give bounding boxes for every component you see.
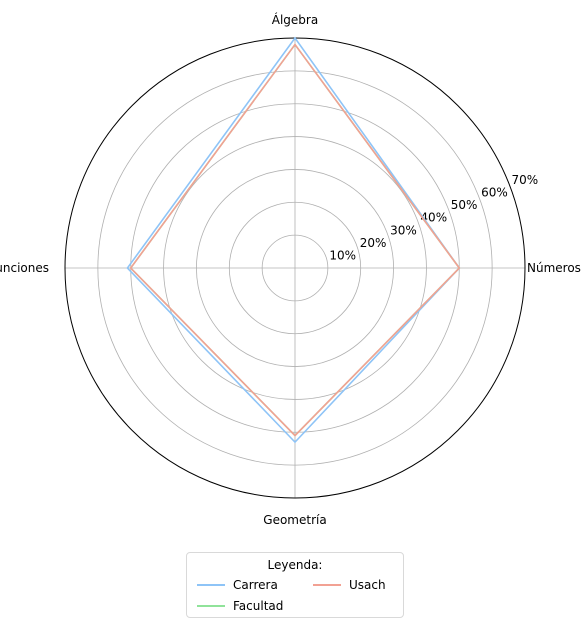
axis-label-4: Geometría	[263, 513, 326, 527]
legend-label-facultad: Facultad	[233, 599, 283, 613]
legend-entry-facultad: Facultad	[197, 599, 283, 613]
legend-swatch-usach	[313, 584, 341, 586]
legend-swatch-carrera	[197, 584, 225, 586]
legend-title: Leyenda:	[187, 558, 403, 572]
legend: Leyenda: Carrera Facultad Usach	[186, 552, 404, 618]
axis-label-3: Funciones	[0, 261, 49, 275]
radial-tick-label: 30%	[390, 223, 417, 237]
legend-swatch-facultad	[197, 605, 225, 607]
axis-label-2: Álgebra	[272, 12, 318, 27]
legend-label-usach: Usach	[349, 578, 386, 592]
legend-entry-usach: Usach	[313, 578, 386, 592]
legend-label-carrera: Carrera	[233, 578, 278, 592]
radial-tick-label: 60%	[481, 186, 508, 200]
radial-tick-label: 50%	[451, 198, 478, 212]
radial-tick-label: 20%	[360, 236, 387, 250]
legend-entry-carrera: Carrera	[197, 578, 278, 592]
radial-tick-label: 10%	[329, 248, 356, 262]
radial-tick-label: 70%	[511, 173, 538, 187]
axis-label-1: Números	[527, 261, 581, 275]
series-line-carrera	[127, 38, 459, 442]
radial-tick-label: 40%	[420, 211, 447, 225]
